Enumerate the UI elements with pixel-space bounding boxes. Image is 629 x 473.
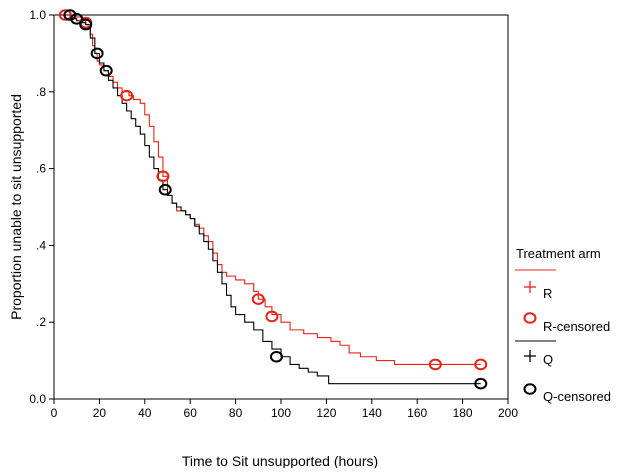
- x-tick-label: 60: [184, 406, 198, 420]
- legend-entry-r-censored: R-censored: [543, 319, 610, 334]
- x-tick-label: 40: [138, 406, 152, 420]
- censor-marker-r-censored: [156, 170, 170, 183]
- y-tick-label: 1.0: [29, 8, 46, 22]
- censor-marker-r-censored: [120, 89, 134, 102]
- y-tick-label: .6: [36, 162, 46, 176]
- censor-marker-q-censored: [99, 64, 113, 77]
- censor-marker-q-censored: [70, 13, 84, 25]
- legend-entry-q: Q: [543, 352, 553, 367]
- x-axis-label: Time to Sit unsupported (hours): [182, 453, 378, 468]
- censor-marker-r-censored: [265, 310, 279, 323]
- censor-layer: [58, 9, 488, 390]
- censor-marker-r-censored: [251, 293, 265, 305]
- censor-marker-q-censored: [79, 18, 93, 31]
- x-tick-label: 120: [316, 406, 336, 420]
- x-axis: 0 20 40 60 80 100 120 140 160 180 200: [51, 399, 518, 420]
- censor-marker-q-censored: [90, 47, 104, 60]
- series-line-q: [54, 14, 481, 385]
- legend-r-censored-icon: [523, 312, 537, 324]
- y-tick-label: .4: [36, 238, 46, 252]
- y-axis-label: Proportion unable to sit unsupported: [8, 94, 24, 320]
- censor-marker-r-censored: [58, 9, 72, 21]
- x-tick-label: 160: [407, 406, 427, 420]
- legend-q-plus-icon: [524, 350, 536, 362]
- x-tick-label: 100: [271, 406, 291, 420]
- y-tick-label: .8: [36, 85, 46, 99]
- y-tick-label: 0.0: [29, 392, 46, 406]
- censor-marker-q-censored: [158, 183, 172, 196]
- legend-entry-r: R: [543, 286, 552, 301]
- x-tick-label: 180: [453, 406, 473, 420]
- series-line-r: [54, 14, 481, 365]
- series-layer: [54, 14, 481, 385]
- censor-marker-r-censored: [428, 358, 442, 371]
- x-tick-label: 200: [498, 406, 518, 420]
- x-tick-label: 0: [51, 406, 58, 420]
- y-axis: 0.0 .2 .4 .6 .8 1.0: [29, 8, 54, 406]
- x-tick-label: 20: [93, 406, 107, 420]
- censor-marker-r-censored: [474, 358, 488, 371]
- legend: Treatment arm R R-censored Q Q-censored: [515, 246, 611, 404]
- censor-marker-q-censored: [474, 377, 488, 390]
- plot-area-frame: [53, 14, 509, 400]
- legend-title: Treatment arm: [516, 246, 601, 261]
- y-tick-label: .2: [36, 315, 46, 329]
- legend-q-censored-icon: [523, 383, 537, 395]
- legend-r-plus-icon: [524, 281, 536, 293]
- x-tick-label: 80: [229, 406, 243, 420]
- legend-entry-q-censored: Q-censored: [543, 389, 611, 404]
- x-tick-label: 140: [362, 406, 382, 420]
- censor-marker-q-censored: [269, 350, 283, 363]
